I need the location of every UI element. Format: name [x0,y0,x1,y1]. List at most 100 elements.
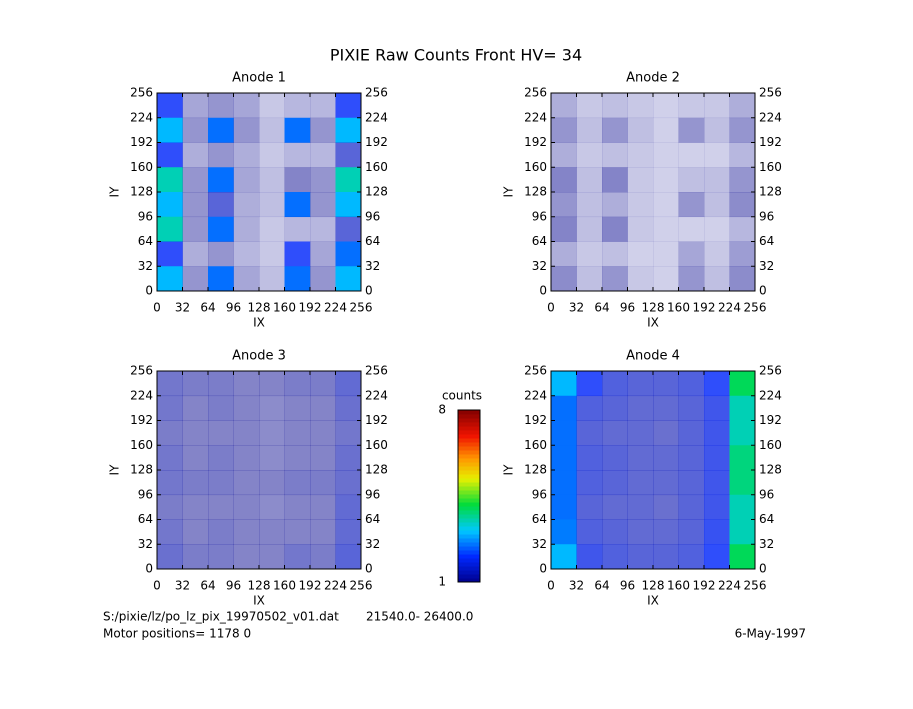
heat-cell [602,117,628,143]
heat-cell [729,420,756,446]
y-tick-label-right: 160 [365,438,388,452]
heat-cell [678,544,705,570]
heat-cell [284,371,311,397]
colorbar-swatch [458,410,480,415]
heat-cell [157,544,183,570]
heat-cell [602,519,628,545]
heat-cell [551,192,577,218]
heat-cell [627,117,654,143]
heat-cell [335,494,362,520]
heat-cell [627,371,654,397]
y-tick-label: 224 [130,110,153,124]
heat-cell [259,395,285,421]
y-tick-label: 32 [138,537,153,551]
page-title: PIXIE Raw Counts Front HV= 34 [330,46,582,65]
footer-date: 6-May-1997 [735,627,806,641]
panel-title: Anode 2 [626,71,680,86]
heat-cell [310,266,336,292]
heat-cell [310,519,336,545]
colorbar-swatch [458,558,480,563]
heat-cell [602,494,628,520]
heat-cell [729,371,756,397]
heat-cell [208,216,234,242]
heat-cell [704,395,730,421]
x-tick-label: 192 [299,579,322,593]
y-tick-label-right: 32 [759,259,774,273]
x-axis-label: IX [253,316,265,330]
heat-cell [627,93,654,119]
heat-cell [653,167,679,193]
heat-cell [259,241,285,267]
heat-cell [233,192,260,218]
heat-cell [335,544,362,570]
heat-cell [259,117,285,143]
heat-cell [182,494,209,520]
y-tick-label-right: 256 [365,364,388,378]
heat-cell [602,445,628,471]
heat-cell [576,117,603,143]
heat-cell [233,167,260,193]
heat-cell [704,519,730,545]
heat-cell [704,142,730,168]
heat-cell [310,192,336,218]
heat-cell [208,494,234,520]
x-tick-label: 160 [273,579,296,593]
heat-cell [704,266,730,292]
heat-cell [310,167,336,193]
y-tick-label: 96 [138,209,153,223]
heat-cell [208,519,234,545]
heat-cell [259,192,285,218]
heat-cell [284,395,311,421]
y-tick-label-right: 192 [759,135,782,149]
heat-cell [233,494,260,520]
heat-cell [627,420,654,446]
heat-cell [551,241,577,267]
heat-cell [284,142,311,168]
heat-cell [653,420,679,446]
heat-cell [678,93,705,119]
heat-cell [576,470,603,496]
heat-cell [259,266,285,292]
heat-cell [157,470,183,496]
colorbar-swatch [458,474,480,479]
y-tick-label: 160 [524,438,547,452]
heat-cell [602,371,628,397]
heat-cell [284,519,311,545]
x-tick-label: 96 [620,301,635,315]
heat-cell [284,93,311,119]
heat-cell [182,395,209,421]
heat-cell [678,519,705,545]
x-tick-label: 32 [569,579,584,593]
y-tick-label: 224 [524,110,547,124]
x-tick-label: 64 [594,301,609,315]
heat-cell [233,93,260,119]
heat-cell [678,371,705,397]
heat-cell [678,216,705,242]
y-tick-label-right: 128 [759,463,782,477]
heat-cell [284,420,311,446]
heat-cell [576,167,603,193]
heat-cell [551,494,577,520]
heat-cell [284,544,311,570]
heat-cell [576,420,603,446]
colorbar-swatch [458,490,480,495]
heat-cell [576,544,603,570]
x-tick-label: 256 [350,301,373,315]
x-tick-label: 96 [226,301,241,315]
heat-cell [653,93,679,119]
y-tick-label-right: 256 [365,86,388,100]
heat-cell [208,117,234,143]
heat-cell [653,117,679,143]
heat-cell [284,241,311,267]
colorbar-swatch [458,546,480,551]
y-tick-label-right: 64 [365,234,380,248]
heat-cell [233,445,260,471]
x-tick-label: 0 [153,579,161,593]
heat-cell [627,216,654,242]
y-axis-label: IY [502,464,516,476]
footer-file: S:/pixie/lz/po_lz_pix_19970502_v01.dat [103,610,339,624]
y-tick-label: 256 [524,364,547,378]
heat-cell [157,519,183,545]
heat-cell [729,266,756,292]
heat-cell [182,445,209,471]
